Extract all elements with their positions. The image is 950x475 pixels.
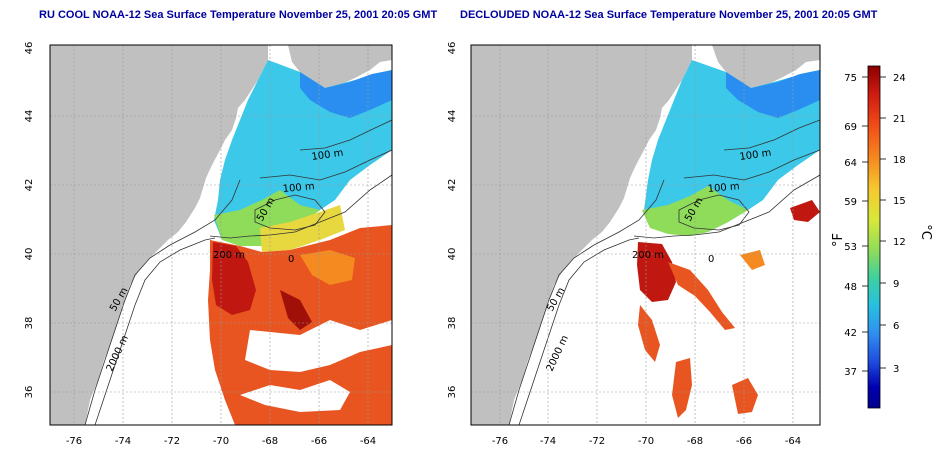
sst-warm-patch-2 bbox=[732, 378, 758, 414]
sst-warm-streak bbox=[638, 305, 660, 362]
x-tick-label: -74 bbox=[540, 436, 556, 447]
celsius-tick: 9 bbox=[893, 279, 899, 290]
panel-title-left: RU COOL NOAA-12 Sea Surface Temperature … bbox=[39, 9, 438, 21]
y-tick-label: 44 bbox=[24, 110, 35, 123]
sst-warm-patch-3 bbox=[740, 250, 765, 270]
colorbar-scale bbox=[867, 65, 881, 409]
graticule bbox=[471, 45, 820, 425]
map-frame bbox=[49, 44, 393, 426]
contour-label: 200 m bbox=[213, 250, 245, 261]
x-tick-label: -70 bbox=[213, 436, 229, 447]
x-tick-label: -76 bbox=[492, 436, 508, 447]
map-frame bbox=[470, 44, 821, 426]
contour-label: 0 bbox=[288, 254, 294, 265]
y-tick-label: 42 bbox=[447, 179, 458, 192]
x-tick-label: -66 bbox=[311, 436, 327, 447]
fahrenheit-tick: 75 bbox=[844, 73, 857, 84]
x-tick-label: -66 bbox=[736, 436, 752, 447]
sst-blue-patch bbox=[726, 70, 820, 118]
graticule bbox=[50, 45, 392, 425]
y-tick-label: 46 bbox=[447, 42, 458, 55]
fahrenheit-tick: 53 bbox=[844, 242, 857, 253]
sst-warm-patch bbox=[672, 358, 692, 418]
sst-dark-red-core bbox=[637, 242, 676, 302]
contour-label: 100 m bbox=[707, 181, 740, 195]
contour-label: 100 m bbox=[282, 181, 315, 195]
celsius-tick: 12 bbox=[893, 237, 906, 248]
celsius-unit-label: °C bbox=[918, 224, 933, 240]
sst-blue-patch bbox=[300, 70, 392, 118]
sst-green-shelf bbox=[214, 190, 320, 246]
sst-dark-red-streak bbox=[280, 290, 312, 330]
y-tick-label: 42 bbox=[24, 179, 35, 192]
sst-map-right: 100 m 100 m 50 m 200 m 0 50 m 2000 m -76… bbox=[447, 42, 821, 447]
y-tick-label: 38 bbox=[24, 317, 35, 330]
land-mass-nova-scotia bbox=[288, 45, 392, 88]
fahrenheit-tick: 42 bbox=[844, 328, 857, 339]
y-tick-label: 40 bbox=[447, 248, 458, 261]
x-tick-label: -64 bbox=[785, 436, 801, 447]
fahrenheit-tick: 37 bbox=[844, 367, 857, 378]
y-tick-label: 44 bbox=[447, 110, 458, 123]
x-tick-label: -72 bbox=[164, 436, 180, 447]
contour-label: 200 m bbox=[632, 250, 664, 261]
fahrenheit-tick: 64 bbox=[844, 158, 857, 169]
fahrenheit-tick: 48 bbox=[844, 282, 857, 293]
cloud-gaps-2 bbox=[240, 380, 350, 412]
y-tick-label: 36 bbox=[24, 386, 35, 399]
celsius-tick: 24 bbox=[893, 73, 906, 84]
x-tick-label: -68 bbox=[687, 436, 703, 447]
fahrenheit-unit-label: °F bbox=[831, 233, 846, 247]
x-tick-label: -70 bbox=[638, 436, 654, 447]
cloud-gaps bbox=[245, 320, 392, 372]
sst-map-left: 100 m 100 m 50 m 200 m 0 50 m 2000 m -76… bbox=[24, 42, 393, 447]
x-tick-label: -74 bbox=[115, 436, 131, 447]
x-tick-label: -68 bbox=[262, 436, 278, 447]
fahrenheit-tick: 59 bbox=[844, 197, 857, 208]
x-tick-label: -72 bbox=[589, 436, 605, 447]
contour-label: 100 m bbox=[311, 148, 344, 163]
contour-label: 100 m bbox=[739, 148, 772, 163]
sst-orange-patch bbox=[668, 262, 735, 330]
celsius-tick: 3 bbox=[893, 364, 899, 375]
sst-warm-patch-4 bbox=[790, 200, 820, 222]
panel-title-right: DECLOUDED NOAA-12 Sea Surface Temperatur… bbox=[460, 9, 878, 21]
contour-label: 0 bbox=[708, 254, 714, 265]
y-tick-label: 38 bbox=[447, 317, 458, 330]
celsius-tick: 6 bbox=[893, 321, 899, 332]
x-tick-label: -64 bbox=[360, 436, 376, 447]
fahrenheit-tick: 69 bbox=[844, 122, 857, 133]
celsius-tick: 18 bbox=[893, 155, 906, 166]
y-tick-label: 40 bbox=[24, 248, 35, 261]
land-mass bbox=[471, 45, 692, 425]
land-mass-nova-scotia bbox=[712, 45, 820, 88]
sst-orange-patch bbox=[300, 250, 355, 285]
celsius-tick: 21 bbox=[893, 114, 906, 125]
bathymetry-contours bbox=[84, 119, 392, 425]
celsius-tick: 15 bbox=[893, 196, 906, 207]
land-mass bbox=[50, 45, 268, 425]
y-tick-label: 46 bbox=[24, 42, 35, 55]
sst-dark-red-core bbox=[212, 242, 256, 315]
colorbar: 75 69 64 59 53 48 42 37 24 21 18 15 12 9… bbox=[831, 65, 933, 409]
x-tick-label: -76 bbox=[66, 436, 82, 447]
y-tick-label: 36 bbox=[447, 386, 458, 399]
